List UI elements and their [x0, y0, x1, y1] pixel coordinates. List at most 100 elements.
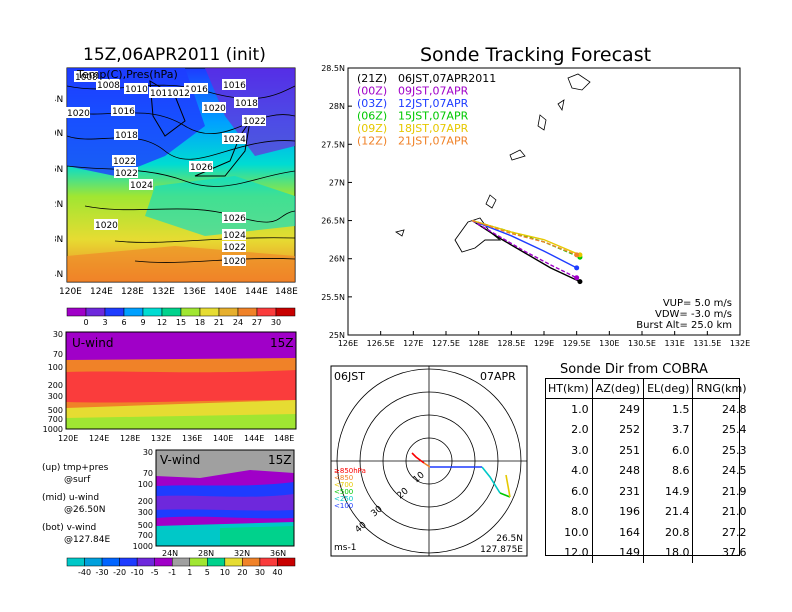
colorbar-swatch — [161, 307, 182, 317]
lon-tick: 132E — [730, 339, 750, 348]
isobar-label: 1012 — [150, 89, 173, 99]
table-header-row: HT(km) AZ(deg) EL(deg) RNG(km) — [545, 378, 750, 399]
table-cell: 21.4 — [643, 501, 693, 522]
colorbar-swatch — [154, 557, 173, 567]
colorbar-label: 0 — [83, 318, 88, 327]
isobar-label: 1008 — [75, 73, 98, 83]
colorbar-label: 9 — [140, 318, 145, 327]
lat-tick: 40N — [55, 129, 63, 139]
colorbar-swatch — [189, 557, 208, 567]
lon-tick: 129E — [534, 339, 554, 348]
track-legend-time: 18JST,07APR — [398, 122, 469, 135]
u-wind-panel: U-wind 15Z 30 70 100 200 300 500 700 100… — [43, 330, 297, 443]
colorbar-label: 30 — [255, 568, 265, 577]
table-cell: 1.0 — [571, 402, 589, 416]
colorbar-label: -1 — [168, 568, 176, 577]
colorbar-label: 20 — [237, 568, 247, 577]
lon-tick: 131E — [665, 339, 685, 348]
lon-tick: 127E — [403, 339, 423, 348]
lon-tick: 130E — [599, 339, 619, 348]
isobar-label-bg — [222, 255, 246, 266]
table-cell: 196 — [591, 501, 644, 522]
lat-tick: 28N — [198, 549, 214, 558]
isobar-label-bg — [222, 79, 246, 90]
p-tick: 1000 — [43, 425, 63, 434]
colorbar-label: 6 — [121, 318, 126, 327]
table-row: 2.0 252 3.7 25.4 — [545, 419, 750, 440]
u-wind-time: 15Z — [270, 336, 294, 350]
colorbar-swatch — [85, 307, 106, 317]
lon-tick: 128.5E — [497, 339, 525, 348]
isobar-label-bg — [149, 87, 173, 98]
track-series-line — [471, 219, 577, 256]
isobar-label: 1012 — [167, 89, 190, 99]
isobar-label: 1026 — [223, 214, 246, 224]
table-header-rule — [545, 398, 740, 399]
isobar-label-bg — [222, 212, 246, 223]
p-tick: 300 — [48, 392, 63, 401]
table-cell: 3.7 — [643, 419, 693, 440]
isobar-label: 1022 — [223, 243, 246, 253]
hodo-level-label: <100 — [334, 502, 353, 510]
colorbar-swatch — [171, 557, 191, 567]
lon-tick: 144E — [244, 434, 264, 443]
col-rng: RNG(km) — [692, 378, 750, 399]
param-vup: VUP= 5.0 m/s — [663, 298, 732, 309]
colorbar-label: 27 — [252, 318, 262, 327]
param-vdw: VDW= -3.0 m/s — [655, 309, 732, 320]
field-label: Temp(C),Pres(hPa) — [76, 68, 178, 81]
lat-tick: 28N — [55, 235, 63, 245]
lat-tick: 26.5N — [321, 217, 345, 226]
track-legend-time: 09JST,07APR — [398, 85, 469, 98]
table-cell: 2.0 — [571, 423, 589, 437]
colorbar-swatch — [142, 307, 163, 317]
hodo-level-label: ≥850hPa — [334, 467, 366, 475]
isobar-label-bg — [242, 115, 266, 126]
colorbar-swatch — [66, 307, 87, 317]
lon-tick: 128E — [469, 339, 489, 348]
track-legend-code: (09Z) — [357, 122, 387, 135]
lon-tick: 126E — [338, 339, 358, 348]
isobar-label-bg — [94, 219, 118, 230]
param-burst: Burst Alt= 25.0 km — [636, 320, 732, 331]
lat-tick: 27N — [329, 178, 345, 187]
sonde-dir-table: HT(km) AZ(deg) EL(deg) RNG(km) 1.0 249 1.5… — [545, 378, 750, 563]
colorbar-label: 3 — [102, 318, 107, 327]
table-cell: 164 — [591, 522, 644, 543]
hodo-level-label: <250 — [334, 495, 353, 503]
isobar-label: 1026 — [190, 163, 213, 173]
isobar-label: 1022 — [113, 157, 136, 167]
track-panel-title: Sonde Tracking Forecast — [420, 44, 652, 66]
col-ht: HT(km) — [548, 382, 589, 395]
track-series-line — [471, 219, 577, 279]
lon-tick: 132E — [152, 287, 175, 297]
isobar-label: 1024 — [223, 231, 246, 241]
isobar-label-bg — [111, 105, 135, 116]
colorbar-swatch — [207, 557, 226, 567]
table-cell: 10.0 — [564, 525, 589, 539]
isobar-label: 1018 — [115, 131, 138, 141]
colorbar-swatch — [66, 557, 85, 567]
p-tick: 70 — [143, 469, 153, 478]
colorbar-label: 24 — [233, 318, 243, 327]
colorbar-label: 1 — [187, 568, 192, 577]
table-cell: 24.5 — [692, 460, 750, 481]
p-tick: 100 — [48, 363, 63, 372]
hodo-level-label: <500 — [334, 488, 353, 496]
isobar-label: 1024 — [223, 135, 246, 145]
track-series-line — [471, 219, 581, 256]
isobar-label-bg — [129, 179, 153, 190]
p-tick: 200 — [48, 381, 63, 390]
lon-tick: 124E — [90, 287, 113, 297]
table-cell: 1.5 — [643, 399, 693, 420]
isobar-label: 1020 — [223, 257, 246, 267]
table-title: Sonde Dir from COBRA — [560, 362, 708, 377]
table-cell: 27.2 — [692, 522, 750, 543]
colorbar-swatch — [180, 307, 201, 317]
hodo-unit: ms-1 — [334, 543, 356, 553]
lat-tick: 28N — [329, 102, 345, 111]
colorbar-swatch — [277, 557, 296, 567]
isobar-label: 1016 — [112, 107, 135, 117]
isobar-label: 1022 — [115, 169, 138, 179]
u-wind-label: U-wind — [72, 336, 113, 350]
